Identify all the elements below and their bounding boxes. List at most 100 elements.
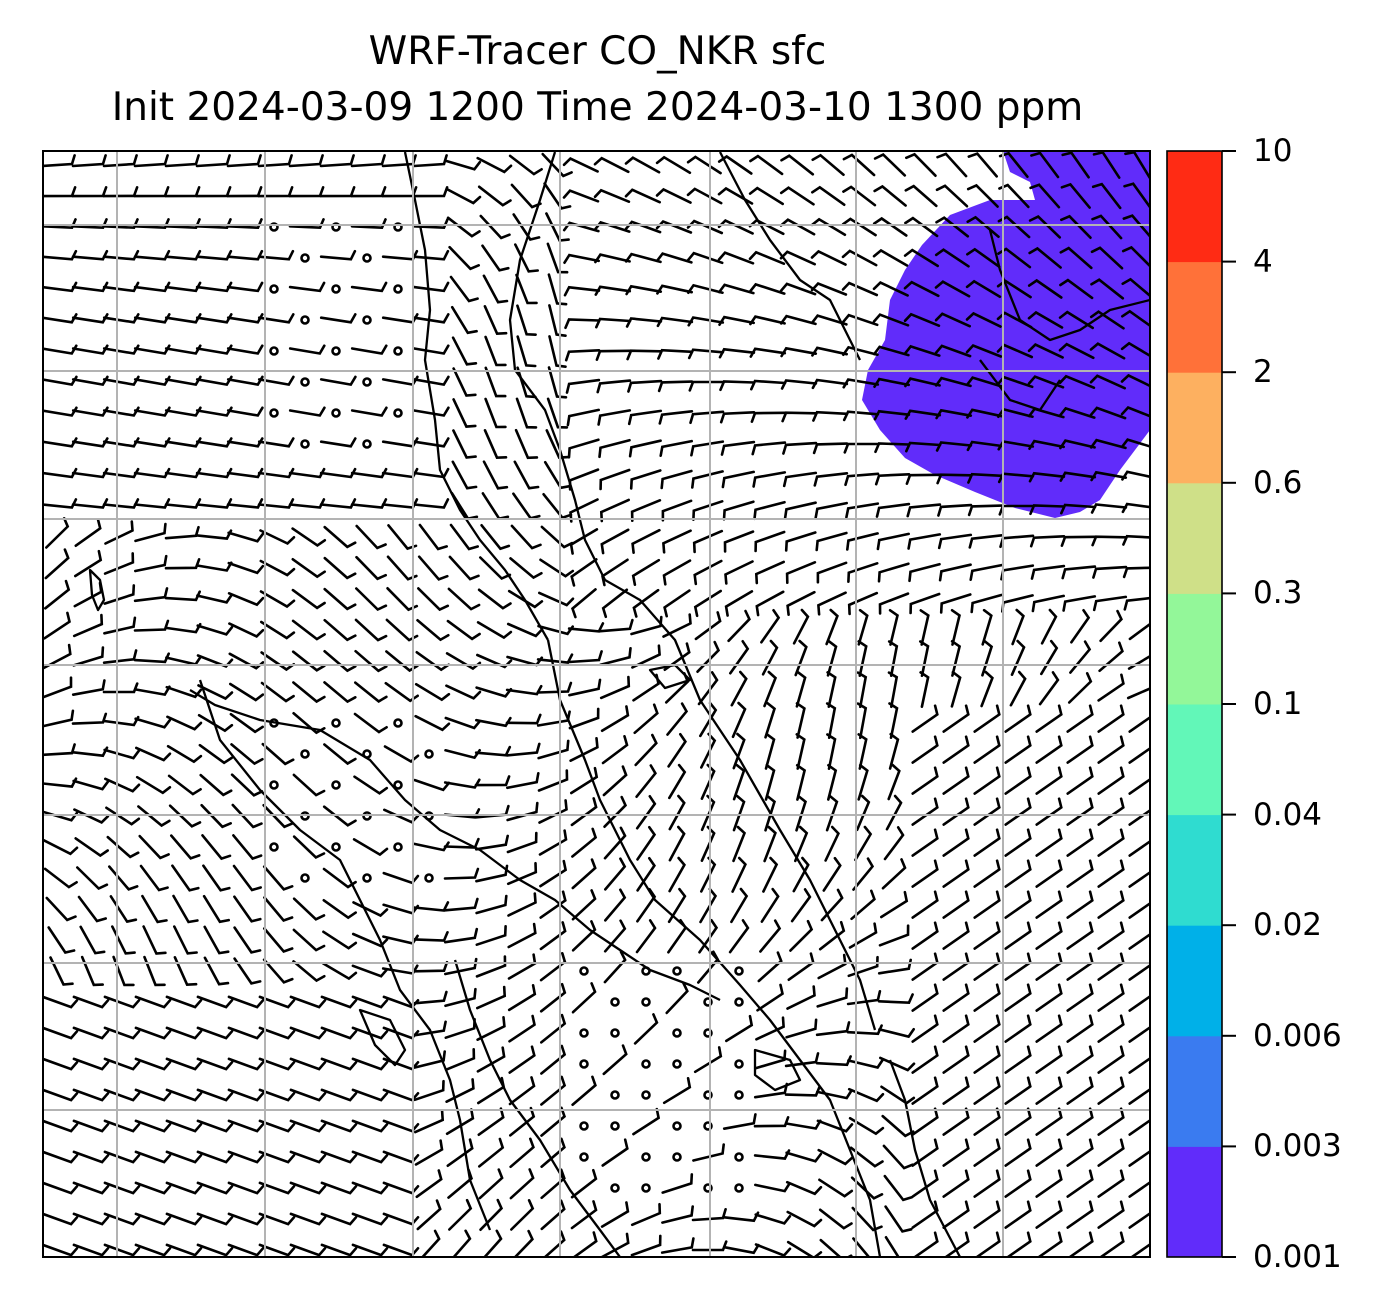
wind-barb <box>692 529 724 554</box>
wind-barb <box>412 154 448 168</box>
wind-barbs <box>43 151 1150 1257</box>
wind-barb <box>384 681 419 703</box>
wind-barb <box>973 1045 1001 1074</box>
wind-barb <box>548 304 567 337</box>
wind-barb <box>43 467 78 479</box>
calm-wind-marker <box>331 346 341 356</box>
wind-barb <box>516 335 537 368</box>
wind-barb <box>795 702 806 739</box>
wind-barb <box>1035 921 1063 950</box>
wind-barb <box>1128 622 1150 641</box>
wind-barb <box>981 639 994 677</box>
wind-barb <box>133 344 171 355</box>
wind-barb <box>102 406 140 417</box>
wind-barb <box>288 467 326 479</box>
wind-barb <box>997 215 1031 239</box>
wind-barb <box>322 805 357 827</box>
wind-barb <box>134 1088 172 1102</box>
wind-barb <box>1066 1045 1094 1074</box>
wind-barb <box>71 746 109 758</box>
wind-barb <box>1092 565 1128 579</box>
wind-barb <box>1029 183 1061 209</box>
wind-barb <box>164 498 202 509</box>
wind-barb <box>784 1052 820 1068</box>
wind-barb <box>540 1044 567 1075</box>
wind-barb <box>1004 735 1032 764</box>
wind-barb <box>289 995 327 1009</box>
co-tracer-plume <box>862 151 1150 518</box>
wind-barb <box>322 867 357 889</box>
wind-barb <box>43 838 79 856</box>
calm-wind-marker <box>300 315 310 325</box>
wind-barb <box>508 1045 536 1074</box>
wind-barb <box>818 920 846 951</box>
wind-barb <box>80 955 104 987</box>
calm-wind-marker <box>300 873 310 883</box>
wind-barb <box>444 987 477 1008</box>
wind-barb <box>601 558 629 587</box>
wind-barb <box>412 1020 447 1037</box>
wind-barb <box>102 498 140 509</box>
wind-barb <box>165 655 202 666</box>
wind-barb <box>351 964 389 978</box>
wind-barb <box>233 957 262 985</box>
wind-barb <box>1097 766 1125 795</box>
wind-barb <box>822 856 842 892</box>
wind-barb <box>658 410 694 425</box>
wind-barb <box>71 186 108 198</box>
wind-barb <box>351 1119 389 1133</box>
map-title-line-1: WRF-Tracer CO_NKR sfc <box>368 29 827 74</box>
wind-barb <box>508 1014 536 1043</box>
wind-barb <box>686 155 722 175</box>
wind-barb <box>227 1026 265 1040</box>
wind-barb <box>937 503 973 517</box>
wind-barb <box>133 498 171 509</box>
wind-barb <box>1127 654 1150 670</box>
wind-barb <box>43 1119 79 1133</box>
wind-barb <box>999 534 1035 549</box>
wind-barb <box>757 951 783 983</box>
wind-barb <box>43 1212 79 1226</box>
wind-barb <box>292 712 326 735</box>
wind-barb <box>887 763 901 801</box>
wind-barb <box>754 560 785 585</box>
wind-barb <box>47 926 76 954</box>
wind-barb <box>911 890 939 919</box>
wind-barb <box>694 611 722 641</box>
wind-barb <box>165 995 203 1009</box>
wind-barb <box>973 1138 1001 1167</box>
wind-barb <box>1128 901 1150 919</box>
wind-barb <box>1128 715 1150 733</box>
wind-barb <box>319 498 357 509</box>
wind-barb <box>911 1045 939 1074</box>
wind-barb <box>381 186 418 198</box>
calm-wind-marker <box>579 1059 589 1069</box>
wind-barb <box>1066 828 1094 857</box>
wind-barb <box>542 493 573 520</box>
wind-barb <box>844 472 880 487</box>
wind-barb <box>1097 1169 1125 1198</box>
wind-barb <box>732 732 746 770</box>
wind-barb <box>753 500 786 521</box>
wind-barb <box>1121 245 1150 268</box>
wind-barb <box>477 1076 506 1105</box>
wind-barb <box>139 864 169 892</box>
wind-barb <box>102 682 139 694</box>
wind-barb <box>1035 704 1063 733</box>
calm-wind-marker <box>300 749 310 759</box>
wind-barb <box>102 375 140 387</box>
wind-barb <box>942 921 970 950</box>
wind-barb <box>1128 1087 1150 1105</box>
wind-barb <box>355 555 387 581</box>
wind-barb <box>202 894 230 924</box>
wind-barb <box>165 1150 203 1164</box>
calm-wind-marker <box>579 1152 589 1162</box>
wind-barb <box>1128 808 1150 826</box>
calm-wind-marker <box>331 842 341 852</box>
wind-barb <box>855 794 871 832</box>
wind-barb <box>106 835 140 859</box>
wind-barb <box>848 1117 885 1136</box>
wind-barb <box>693 559 723 586</box>
wind-barb <box>1090 278 1125 300</box>
wind-barb <box>656 284 693 295</box>
